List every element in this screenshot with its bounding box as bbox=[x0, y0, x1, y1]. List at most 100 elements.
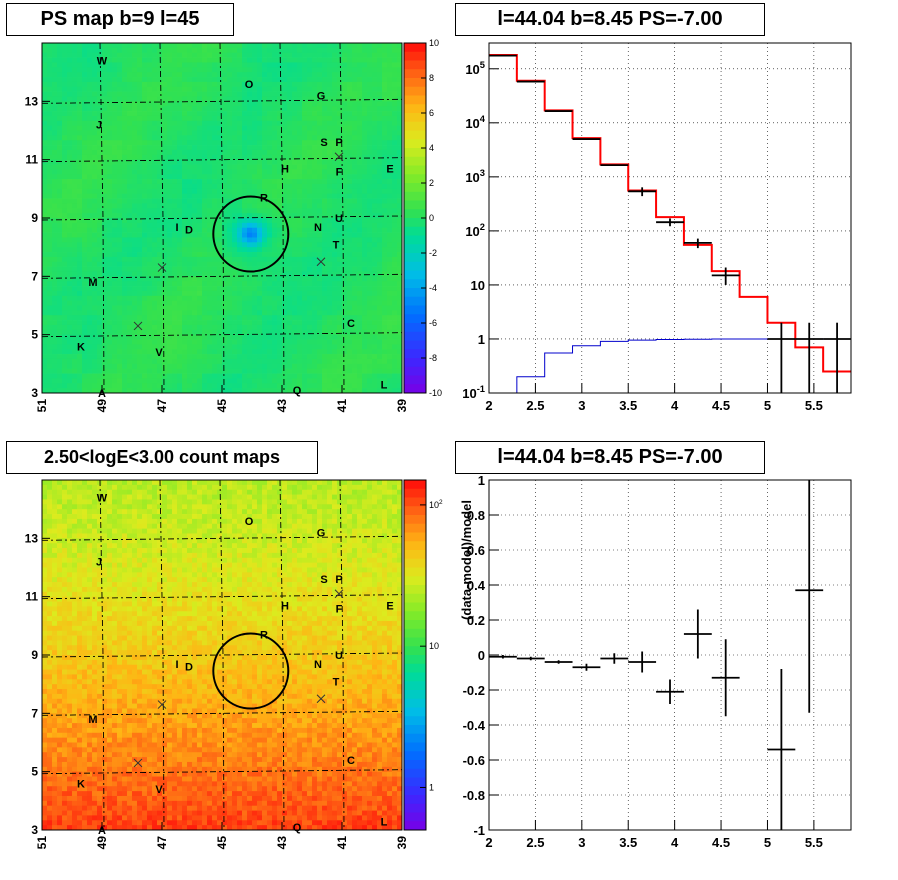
colorbar-swatch bbox=[404, 804, 426, 813]
colorbar-swatch bbox=[404, 638, 426, 647]
residual-point bbox=[545, 660, 573, 664]
colorbar-swatch bbox=[404, 664, 426, 673]
residual-point bbox=[573, 664, 601, 671]
colorbar-swatch bbox=[404, 306, 426, 315]
source-label-U: U bbox=[335, 213, 343, 225]
x-tick-label: 5.5 bbox=[805, 835, 823, 850]
colorbar-swatch bbox=[404, 603, 426, 612]
y-tick-label: 5 bbox=[31, 328, 38, 342]
spectrum-series bbox=[489, 55, 851, 421]
source-label-L: L bbox=[381, 816, 388, 828]
colorbar-swatch bbox=[404, 253, 426, 262]
source-label-J: J bbox=[96, 557, 102, 569]
colorbar-swatch bbox=[404, 480, 426, 489]
colorbar-swatch bbox=[404, 192, 426, 201]
source-label-P: P bbox=[335, 137, 342, 149]
colorbar-swatch bbox=[404, 611, 426, 620]
source-label-P: P bbox=[335, 574, 342, 586]
y-tick-label: 7 bbox=[31, 706, 38, 720]
x-tick-label: 45 bbox=[215, 836, 229, 850]
data-point bbox=[795, 323, 823, 393]
residual-point bbox=[600, 653, 628, 664]
source-label-A: A bbox=[98, 388, 106, 400]
x-tick-label: 43 bbox=[275, 399, 289, 413]
ps-map-title: PS map b=9 l=45 bbox=[6, 3, 234, 36]
colorbar-tick-label: -6 bbox=[429, 318, 437, 328]
colorbar-tick-label: 0 bbox=[429, 213, 434, 223]
x-tick-label: 4 bbox=[671, 835, 679, 850]
source-label-L: L bbox=[381, 379, 388, 391]
x-tick-label: 3.5 bbox=[619, 398, 637, 413]
colorbar-swatch bbox=[404, 506, 426, 515]
source-label-Q: Q bbox=[293, 385, 302, 397]
x-tick-label: 5 bbox=[764, 398, 771, 413]
y-tick-label: -0.4 bbox=[463, 718, 486, 733]
colorbar-swatch bbox=[404, 673, 426, 682]
source-label-H: H bbox=[281, 163, 289, 175]
colorbar-swatch bbox=[404, 708, 426, 717]
colorbar-swatch bbox=[404, 43, 426, 52]
colorbar-swatch bbox=[404, 716, 426, 725]
x-tick-label: 47 bbox=[155, 399, 169, 413]
y-tick-label: 10 bbox=[471, 278, 485, 293]
colorbar-swatch bbox=[404, 78, 426, 87]
colorbar-swatch bbox=[404, 61, 426, 70]
y-tick-label: 1 bbox=[478, 473, 485, 488]
source-label-O: O bbox=[245, 79, 254, 91]
colorbar-swatch bbox=[404, 96, 426, 105]
colorbar-swatch bbox=[404, 236, 426, 245]
data-point bbox=[628, 187, 656, 196]
x-tick-label: 39 bbox=[395, 836, 409, 850]
colorbar-swatch bbox=[404, 314, 426, 323]
colorbar-swatch bbox=[404, 690, 426, 699]
source-label-D: D bbox=[185, 662, 193, 674]
x-tick-label: 51 bbox=[35, 836, 49, 850]
residuals-title: l=44.04 b=8.45 PS=-7.00 bbox=[455, 441, 765, 474]
x-tick-label: 4 bbox=[671, 398, 679, 413]
colorbar-swatch bbox=[404, 821, 426, 830]
colorbar-swatch bbox=[404, 183, 426, 192]
colorbar-tick-label: 10 bbox=[429, 38, 439, 48]
colorbar-tick-label: -10 bbox=[429, 388, 442, 398]
source-label-E: E bbox=[386, 163, 393, 175]
colorbar-swatch bbox=[404, 87, 426, 96]
colorbar-swatch bbox=[404, 533, 426, 542]
source-label-N: N bbox=[314, 222, 322, 234]
colorbar-tick-label: 4 bbox=[429, 143, 434, 153]
y-tick-label: 13 bbox=[25, 94, 39, 108]
x-tick-label: 3 bbox=[578, 398, 585, 413]
source-label-S: S bbox=[320, 574, 327, 586]
residual-point bbox=[795, 468, 823, 713]
source-label-T: T bbox=[333, 239, 340, 251]
x-tick-label: 2 bbox=[485, 835, 492, 850]
x-tick-label: 43 bbox=[275, 836, 289, 850]
colorbar-swatch bbox=[404, 813, 426, 822]
x-tick-label: 4.5 bbox=[712, 398, 730, 413]
colorbar-swatch bbox=[404, 594, 426, 603]
colorbar-swatch bbox=[404, 349, 426, 358]
colorbar-swatch bbox=[404, 769, 426, 778]
colorbar-swatch bbox=[404, 524, 426, 533]
x-tick-label: 49 bbox=[95, 399, 109, 413]
colorbar-swatch bbox=[404, 341, 426, 350]
spectrum-title: l=44.04 b=8.45 PS=-7.00 bbox=[455, 3, 765, 36]
colorbar-tick-label: -4 bbox=[429, 283, 437, 293]
colorbar-swatch bbox=[404, 620, 426, 629]
residual-point bbox=[489, 655, 517, 659]
source-label-M: M bbox=[88, 277, 97, 289]
colorbar-swatch bbox=[404, 52, 426, 61]
colorbar-swatch bbox=[404, 515, 426, 524]
colorbar-tick-label: 1 bbox=[429, 782, 434, 792]
x-tick-label: 39 bbox=[395, 399, 409, 413]
y-tick-label: 3 bbox=[31, 386, 38, 400]
colorbar-swatch bbox=[404, 166, 426, 175]
y-tick-label: 7 bbox=[31, 269, 38, 283]
y-axis-label: (data-model)/model bbox=[459, 500, 474, 620]
residual-point bbox=[656, 680, 684, 705]
source-label-G: G bbox=[317, 528, 326, 540]
source-label-K: K bbox=[77, 778, 85, 790]
x-tick-label: 2.5 bbox=[526, 398, 544, 413]
colorbar-swatch bbox=[404, 358, 426, 367]
